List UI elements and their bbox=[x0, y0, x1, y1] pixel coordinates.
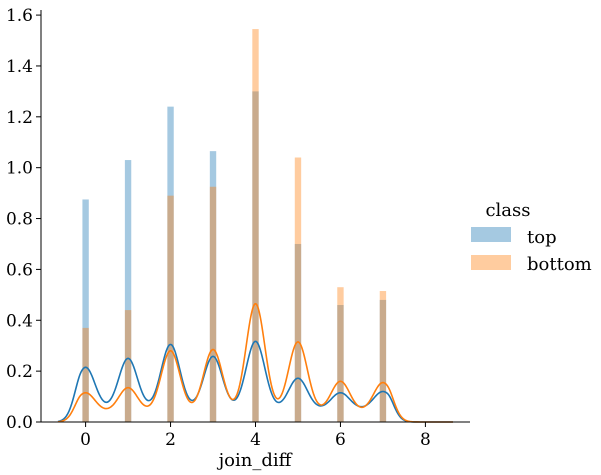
bar-top-7 bbox=[379, 299, 387, 422]
bar-bottom-5 bbox=[294, 157, 302, 423]
bar-bottom-1 bbox=[124, 310, 132, 422]
y-tick-label-0.0: 0.0 bbox=[6, 413, 33, 433]
kde-line-top bbox=[57, 340, 454, 423]
bar-bottom-0 bbox=[82, 327, 89, 422]
bar-top-0 bbox=[82, 199, 89, 422]
legend-label-top: top bbox=[527, 227, 557, 248]
legend-label-bottom: bottom bbox=[527, 254, 592, 275]
y-tick-label-1.2: 1.2 bbox=[6, 108, 33, 128]
bar-top-1 bbox=[124, 160, 132, 422]
legend-swatch-bottom bbox=[471, 255, 511, 270]
y-tick-label-0.8: 0.8 bbox=[6, 210, 33, 230]
bar-bottom-2 bbox=[167, 195, 174, 422]
x-tick-label-4: 4 bbox=[250, 430, 261, 450]
kde-line-bottom bbox=[57, 303, 454, 423]
histogram-bars bbox=[82, 29, 387, 423]
x-tick-label-8: 8 bbox=[420, 430, 431, 450]
bar-top-2 bbox=[167, 106, 174, 423]
kde-curves bbox=[57, 303, 454, 423]
y-tick-label-0.4: 0.4 bbox=[6, 311, 33, 331]
x-axis-label: join_diff bbox=[217, 450, 293, 471]
legend-title: class bbox=[485, 200, 530, 221]
x-tick-label-6: 6 bbox=[335, 430, 346, 450]
y-tick-label-1.0: 1.0 bbox=[6, 159, 33, 179]
bar-top-4 bbox=[252, 91, 259, 422]
legend: class top bottom bbox=[471, 200, 592, 275]
bar-bottom-3 bbox=[209, 186, 217, 422]
y-tick-label-1.6: 1.6 bbox=[6, 6, 33, 26]
bar-top-3 bbox=[209, 151, 217, 423]
bar-bottom-6 bbox=[337, 287, 344, 422]
bar-bottom-4 bbox=[252, 29, 259, 423]
x-tick-label-0: 0 bbox=[80, 430, 91, 450]
bar-bottom-7 bbox=[379, 291, 387, 422]
legend-swatch-top bbox=[471, 227, 511, 242]
y-tick-label-0.2: 0.2 bbox=[6, 362, 33, 382]
x-tick-label-2: 2 bbox=[165, 430, 176, 450]
y-tick-label-1.4: 1.4 bbox=[6, 57, 33, 77]
bar-top-6 bbox=[337, 305, 344, 422]
y-tick-label-0.6: 0.6 bbox=[6, 260, 33, 280]
axes: 0 2 4 6 8 0.0 0.2 0.4 0.6 0.8 1.0 1.2 1.4 1.6 bbox=[6, 6, 470, 450]
bar-top-5 bbox=[294, 243, 302, 422]
